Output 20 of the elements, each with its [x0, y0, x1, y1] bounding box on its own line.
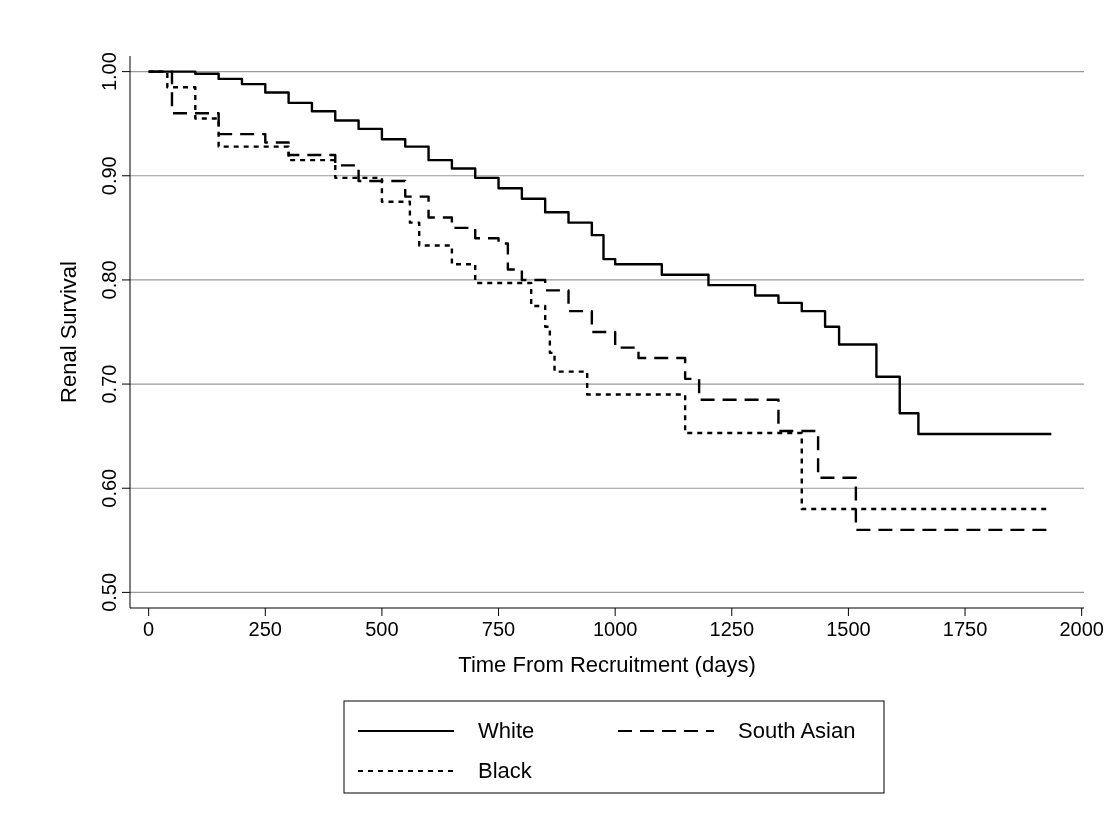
x-tick-label: 0 [143, 618, 155, 640]
x-tick-label: 2000 [1059, 618, 1104, 640]
x-axis-title: Time From Recruitment (days) [458, 652, 756, 677]
y-tick-label: 1.00 [98, 52, 120, 92]
x-tick-label: 500 [365, 618, 399, 640]
y-tick-label: 0.90 [98, 156, 120, 196]
x-tick-label: 1000 [592, 618, 638, 640]
y-tick-label: 0.70 [98, 364, 120, 404]
legend-label: White [478, 718, 535, 743]
x-tick-label: 1250 [709, 618, 755, 640]
x-tick-label: 250 [248, 618, 282, 640]
legend-label: Black [478, 758, 533, 783]
legend-label: South Asian [738, 718, 856, 743]
y-tick-label: 0.50 [98, 572, 120, 612]
y-tick-label: 0.80 [98, 260, 120, 300]
x-tick-label: 750 [481, 618, 516, 640]
y-axis-title: Renal Survival [56, 261, 81, 403]
y-tick-label: 0.60 [98, 468, 120, 508]
x-tick-label: 1750 [942, 618, 988, 640]
x-tick-label: 1500 [826, 618, 871, 640]
